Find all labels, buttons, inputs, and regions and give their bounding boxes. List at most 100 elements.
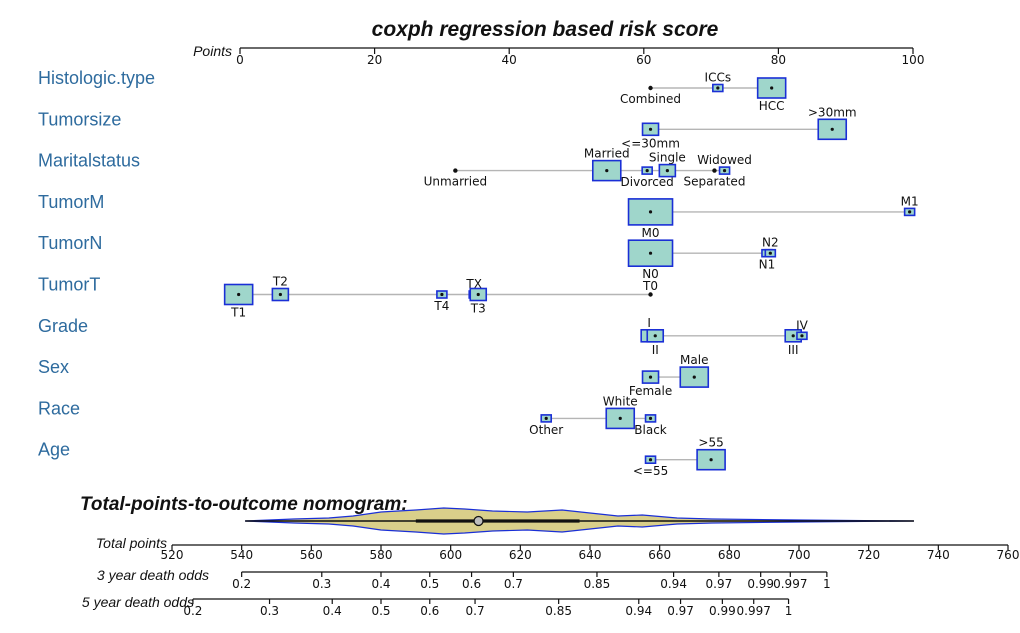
chart-title: coxph regression based risk score (372, 18, 719, 41)
outcome-axis-tick-label: 0.4 (371, 577, 390, 591)
total-points-tick-label: 660 (648, 548, 671, 562)
outcome-axis-tick-label: 0.7 (504, 577, 523, 591)
level-center-dot (476, 292, 480, 297)
level-center-dot (770, 86, 774, 90)
total-points-tick-label: 620 (509, 548, 532, 562)
level-label: I (647, 316, 651, 330)
points-axis-tick-label: 20 (367, 53, 382, 67)
outcome-axis-tick-label: 0.997 (737, 604, 771, 618)
outcome-axis-tick-label: 0.2 (232, 577, 251, 591)
variable-name: Age (38, 440, 70, 460)
level-label: Unmarried (424, 175, 487, 189)
level-label: Black (634, 423, 667, 437)
level-label: T3 (470, 302, 486, 316)
outcome-axis-tick-label: 0.7 (466, 604, 485, 618)
points-axis-tick-label: 80 (771, 53, 786, 67)
observed-total-point (473, 515, 484, 527)
variable-name: Histologic.type (38, 68, 155, 88)
outcome-axis-tick-label: 0.97 (667, 604, 694, 618)
level-label: <=30mm (621, 136, 680, 150)
variable-name: Sex (38, 357, 69, 377)
level-center-dot (648, 127, 653, 131)
level-center-dot (800, 334, 804, 338)
level-center-dot (648, 375, 653, 379)
outcome-axis-tick-label: 0.99 (747, 577, 774, 591)
variable-name: Maritalstatus (38, 151, 140, 171)
total-points-axis-label: Total points (96, 535, 167, 551)
variable-name: Tumorsize (38, 109, 121, 129)
level-marker (648, 85, 653, 91)
outcome-axis-label-5yr: 5 year death odds (82, 594, 194, 610)
level-label: M1 (901, 194, 919, 208)
level-label: IV (796, 318, 809, 332)
level-label: <=55 (633, 464, 668, 478)
level-label: TX (465, 277, 482, 291)
level-label: III (788, 343, 799, 357)
level-label: >30mm (808, 105, 857, 119)
outcome-axis-tick-label: 0.94 (660, 577, 687, 591)
level-label: T1 (230, 306, 246, 320)
variable-name: TumorT (38, 275, 100, 295)
level-label: Combined (620, 92, 681, 106)
points-axis-tick-label: 0 (236, 53, 244, 67)
variable-name: TumorN (38, 233, 102, 253)
outcome-axis-tick-label: 1 (785, 604, 793, 618)
outcome-axis-tick-label: 0.3 (260, 604, 279, 618)
total-points-tick-label: 760 (997, 548, 1020, 562)
level-center-dot (830, 127, 834, 131)
level-label: N2 (762, 236, 779, 250)
outcome-axis-tick-label: 0.997 (773, 577, 807, 591)
outcome-axis-tick-label: 0.5 (371, 604, 390, 618)
level-center-dot (692, 375, 696, 379)
level-label: Female (629, 384, 672, 398)
level-marker (712, 168, 717, 173)
variable-name: Grade (38, 316, 88, 336)
level-label: White (603, 394, 638, 408)
level-center-dot (645, 169, 649, 173)
points-axis-tick-label: 100 (902, 53, 925, 67)
total-points-tick-label: 580 (370, 548, 393, 562)
total-points-tick-label: 520 (161, 548, 184, 562)
points-axis-tick-label: 40 (502, 53, 517, 67)
outcome-axis-tick-label: 0.94 (625, 604, 652, 618)
level-label: Married (584, 147, 630, 161)
total-points-tick-label: 720 (857, 548, 880, 562)
level-marker (648, 292, 653, 297)
total-points-tick-label: 600 (439, 548, 462, 562)
outcome-axis-tick-label: 1 (823, 577, 831, 591)
level-center-dot (791, 334, 795, 338)
total-points-tick-label: 680 (718, 548, 741, 562)
outcome-axis-tick-label: 0.85 (584, 577, 611, 591)
total-points-tick-label: 740 (927, 548, 950, 562)
level-label: Single (649, 151, 686, 165)
level-label: N1 (759, 258, 776, 272)
level-center-dot (278, 292, 282, 297)
level-label: T2 (272, 275, 288, 289)
level-label: ICCs (705, 71, 732, 85)
level-center-dot (618, 416, 622, 420)
level-label: N0 (642, 267, 659, 281)
level-center-dot (768, 251, 772, 255)
outcome-axis-tick-label: 0.6 (462, 577, 481, 591)
variable-name: Race (38, 398, 80, 418)
level-label: M0 (642, 226, 660, 240)
level-label: HCC (759, 99, 785, 113)
level-center-dot (653, 334, 657, 338)
level-center-dot (440, 292, 444, 297)
level-label: Divorced (621, 175, 674, 189)
level-marker (453, 168, 458, 173)
outcome-axis-tick-label: 0.4 (323, 604, 342, 618)
total-section-title: Total-points-to-outcome nomogram: (80, 494, 408, 515)
level-label: Other (529, 423, 563, 437)
points-axis-tick-label: 60 (636, 53, 651, 67)
level-center-dot (605, 169, 609, 173)
total-points-tick-label: 700 (788, 548, 811, 562)
level-label: Male (680, 353, 708, 367)
outcome-axis-tick-label: 0.2 (183, 604, 202, 618)
outcome-axis-tick-label: 0.5 (420, 577, 439, 591)
level-center-dot (709, 458, 713, 462)
outcome-axis-tick-label: 0.99 (709, 604, 736, 618)
total-points-tick-label: 640 (579, 548, 602, 562)
level-label: Widowed (697, 153, 752, 167)
